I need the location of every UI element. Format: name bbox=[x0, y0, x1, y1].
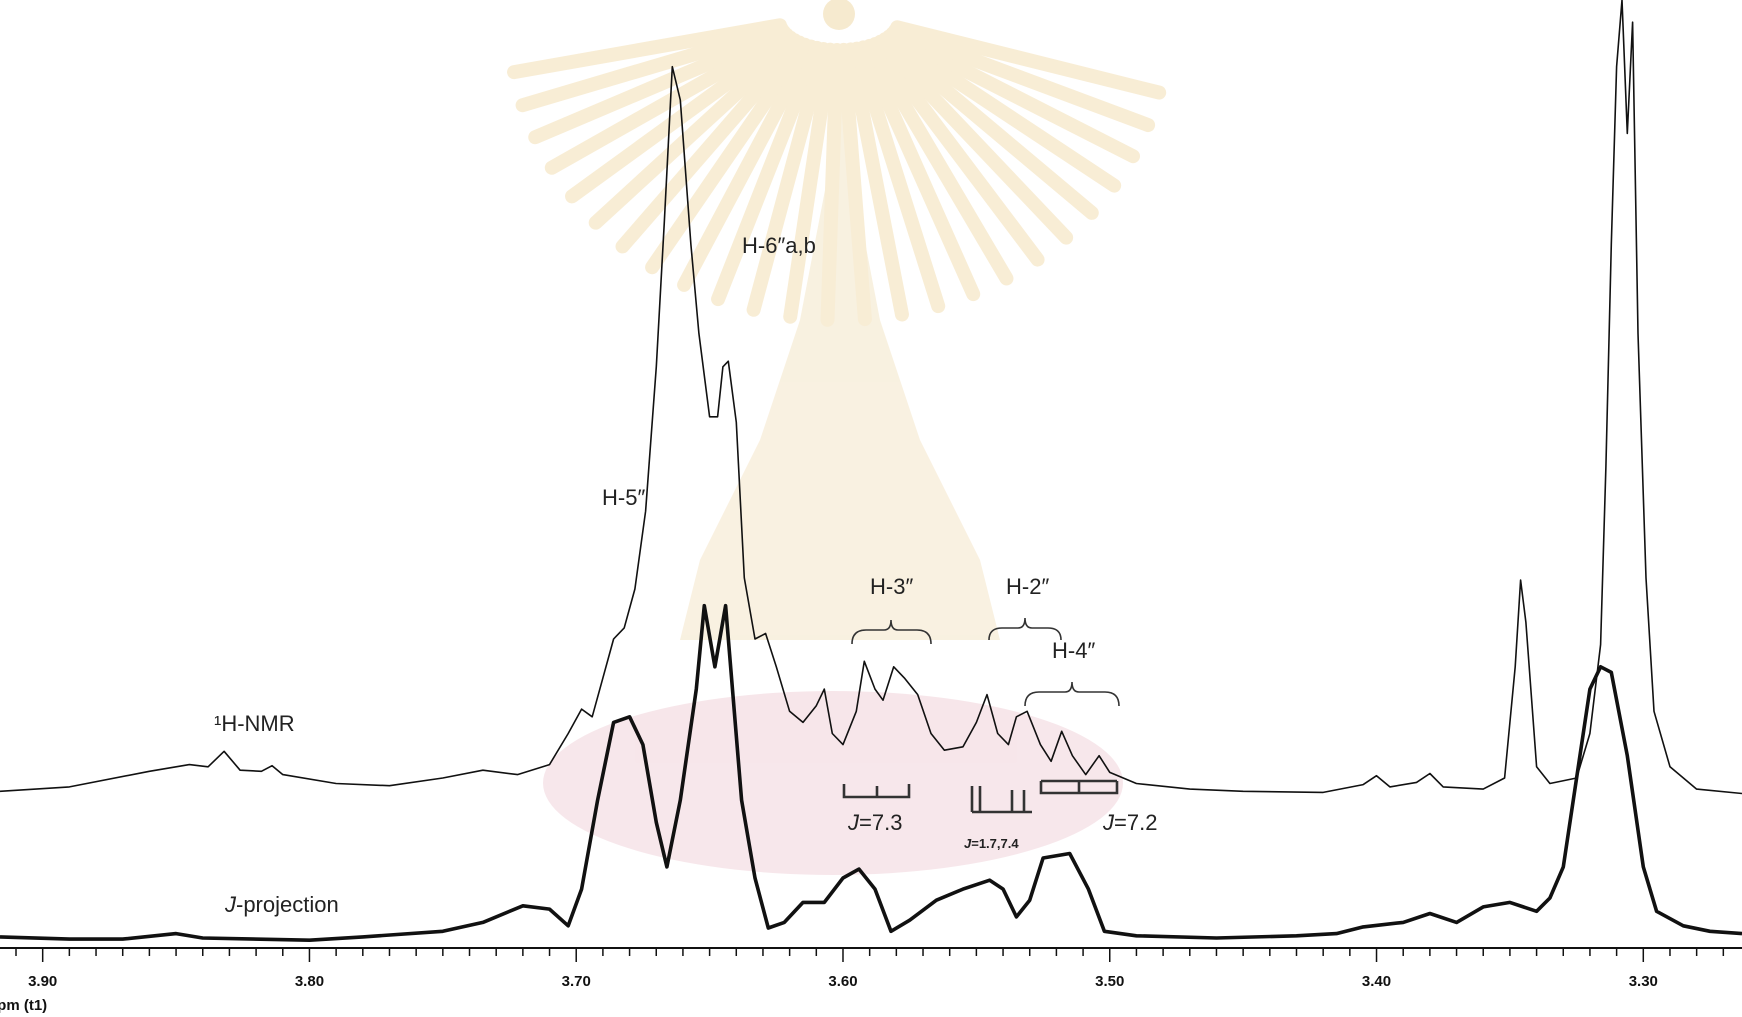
watermark-ray bbox=[827, 50, 836, 320]
x-axis-label: ppm (t1) bbox=[0, 997, 47, 1014]
series-label: J-projection bbox=[224, 892, 339, 917]
chart: H-6″a,b H-5″ H-3″ H-2″ H-4″ J=7.3 J=1.7,… bbox=[0, 0, 1742, 1017]
page: {"chart_data": { "type": "line", "x_labe… bbox=[0, 0, 1742, 1017]
annotation: H-4″ bbox=[1052, 638, 1095, 663]
x-tick-label: 3.30 bbox=[1629, 973, 1658, 990]
x-tick-label: 3.90 bbox=[28, 973, 57, 990]
annotation: H-5″ bbox=[602, 485, 645, 510]
x-tick-label: 3.70 bbox=[562, 973, 591, 990]
annotation: H-3″ bbox=[870, 574, 913, 599]
brace bbox=[1025, 682, 1119, 706]
x-tick-label: 3.40 bbox=[1362, 973, 1391, 990]
x-tick-label: 3.50 bbox=[1095, 973, 1124, 990]
annotation: H-6″a,b bbox=[742, 233, 816, 258]
annotation: J=7.3 bbox=[847, 810, 902, 835]
brace bbox=[989, 618, 1061, 640]
watermark-orb bbox=[823, 0, 855, 30]
x-tick-label: 3.60 bbox=[828, 973, 857, 990]
annotation: J=7.2 bbox=[1102, 810, 1157, 835]
x-tick-label: 3.80 bbox=[295, 973, 324, 990]
annotation: J=1.7,7.4 bbox=[964, 836, 1019, 851]
annotation: H-2″ bbox=[1006, 574, 1049, 599]
series-label: ¹H-NMR bbox=[214, 711, 295, 736]
